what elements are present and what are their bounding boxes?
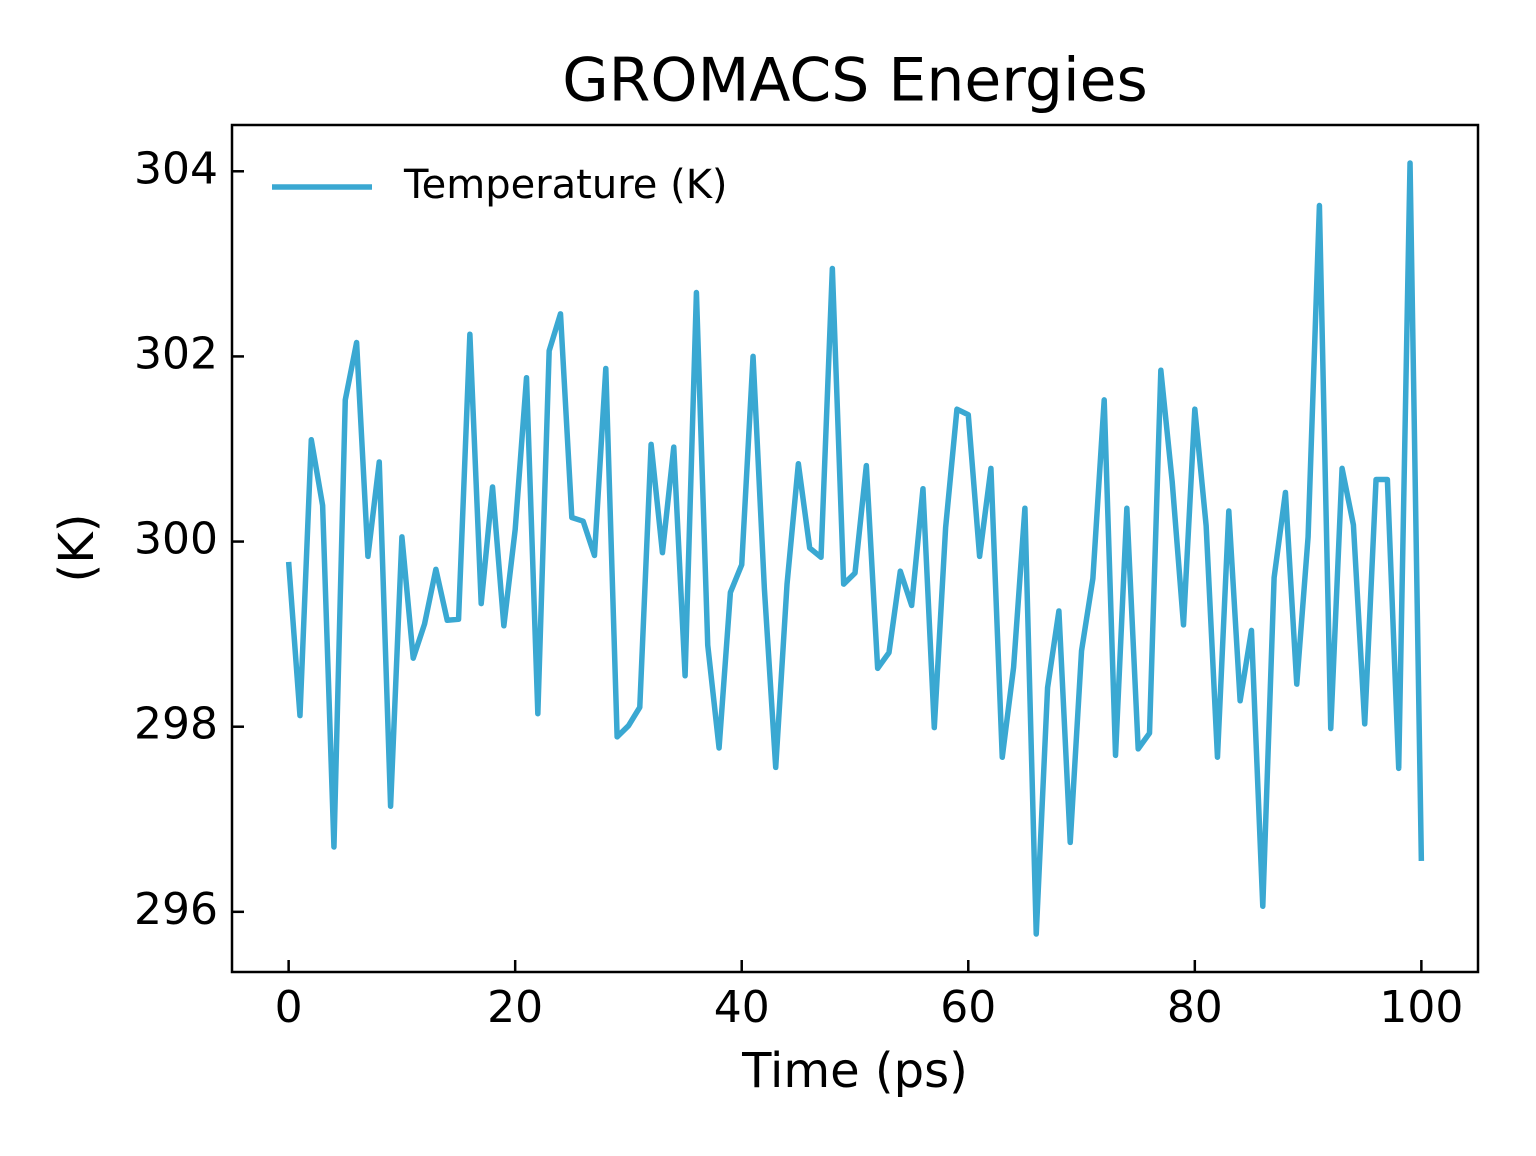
- x-tick-label: 60: [940, 982, 996, 1033]
- y-axis-label: (K): [49, 514, 105, 583]
- x-axis-label: Time (ps): [741, 1043, 968, 1099]
- x-tick-label: 0: [275, 982, 303, 1033]
- x-tick-label: 20: [487, 982, 543, 1033]
- y-tick-label: 296: [134, 884, 218, 935]
- y-tick-label: 304: [134, 143, 218, 194]
- legend-label: Temperature (K): [403, 162, 728, 208]
- plot-frame: [230, 123, 1480, 974]
- x-tick-label: 100: [1379, 982, 1463, 1033]
- y-tick-label: 300: [134, 514, 218, 565]
- line: [285, 160, 1425, 937]
- x-tick-label: 80: [1167, 982, 1223, 1033]
- y-tick-label: 298: [134, 699, 218, 750]
- chart-title: GROMACS Energies: [562, 46, 1148, 116]
- x-tick-label: 40: [714, 982, 770, 1033]
- y-tick-label: 302: [134, 328, 218, 379]
